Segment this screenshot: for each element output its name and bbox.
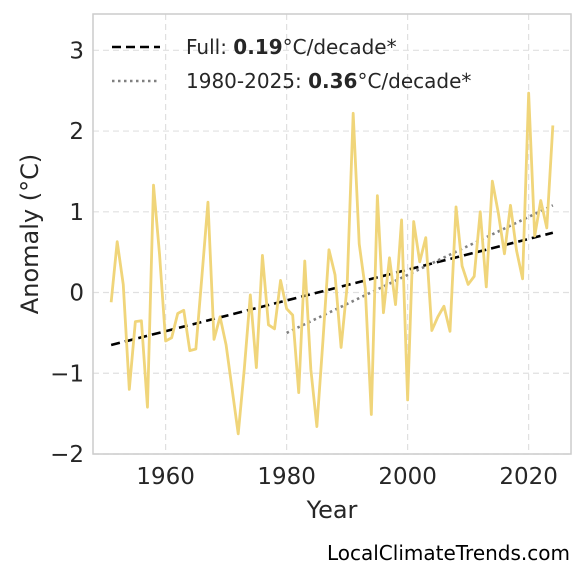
x-tick-label: 2000 bbox=[378, 464, 437, 490]
legend-full-rate: 0.19 bbox=[233, 35, 282, 59]
y-axis-title: Anomaly (°C) bbox=[16, 154, 44, 314]
y-tick-label: 2 bbox=[69, 119, 84, 145]
y-tick-labels: −2 −1 0 1 2 3 bbox=[50, 38, 84, 468]
x-tick-label: 1960 bbox=[136, 464, 195, 490]
x-axis-title: Year bbox=[306, 496, 358, 524]
legend-recent-rate: 0.36 bbox=[308, 69, 357, 93]
anomaly-series-line bbox=[109, 91, 555, 436]
legend-recent-unit: °C/decade* bbox=[357, 69, 471, 93]
y-tick-label: −2 bbox=[50, 442, 84, 468]
anomaly-layer bbox=[109, 91, 555, 436]
x-tick-labels: 1960 1980 2000 2020 bbox=[136, 464, 558, 490]
credit-text: LocalClimateTrends.com bbox=[327, 541, 570, 565]
trend-full-line bbox=[110, 231, 554, 347]
legend: Full: 0.19°C/decade* 1980-2025: 0.36°C/d… bbox=[112, 35, 471, 93]
legend-label-full: Full: 0.19°C/decade* bbox=[186, 35, 397, 59]
legend-full-unit: °C/decade* bbox=[283, 35, 397, 59]
y-tick-label: 3 bbox=[69, 38, 84, 64]
plot-frame bbox=[92, 13, 572, 455]
x-tick-label: 2020 bbox=[499, 464, 558, 490]
legend-full-name: Full: bbox=[186, 35, 233, 59]
grid-lines bbox=[93, 14, 571, 455]
legend-recent-name: 1980-2025: bbox=[186, 69, 308, 93]
legend-label-recent: 1980-2025: 0.36°C/decade* bbox=[186, 69, 471, 93]
y-tick-label: −1 bbox=[50, 361, 84, 387]
x-tick-label: 1980 bbox=[257, 464, 316, 490]
y-tick-label: 1 bbox=[69, 200, 84, 226]
y-tick-label: 0 bbox=[69, 281, 84, 307]
trend-full-layer bbox=[110, 231, 554, 347]
